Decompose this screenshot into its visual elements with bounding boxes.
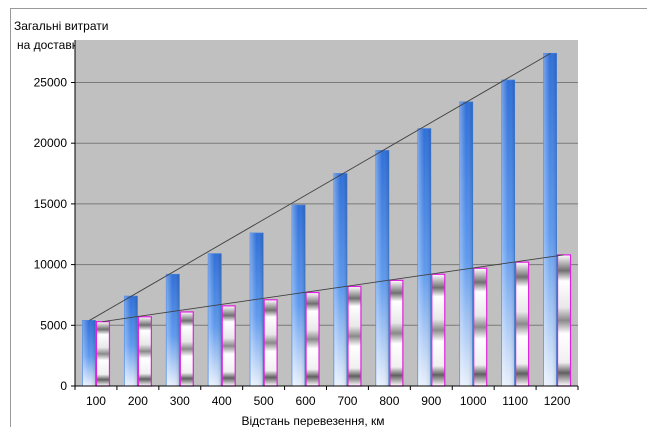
bar-series2-300 [179, 311, 194, 387]
bar-series2-500 [263, 299, 278, 387]
bar-series1-shade-200 [124, 296, 138, 386]
x-tick-label: 1200 [544, 394, 571, 408]
x-tick-label: 1000 [460, 394, 487, 408]
y-tick-label: 25000 [34, 75, 68, 89]
bar-series2-400 [221, 305, 236, 387]
bar-series2-1100 [515, 261, 530, 387]
x-tick-label: 100 [86, 394, 106, 408]
frame-top-border [10, 8, 647, 9]
trendline-series1 [89, 52, 551, 321]
bar-series2-100 [95, 321, 111, 387]
bar-series2-700 [347, 285, 362, 387]
bar-series2-800 [389, 279, 404, 387]
bar-series2-900 [431, 273, 446, 387]
bar-series1-shade-700 [333, 173, 347, 386]
x-tick-label: 800 [379, 394, 399, 408]
bar-series1-shade-400 [208, 253, 222, 386]
x-tick-label: 300 [170, 394, 190, 408]
x-tick-label: 1100 [502, 394, 528, 408]
bar-series1-shade-600 [292, 205, 306, 386]
y-tick-label: 20000 [34, 136, 68, 150]
bar-series1-shade-900 [417, 128, 431, 386]
y-axis-title-line1: Загальні витрати [14, 19, 108, 33]
y-tick-label: 15000 [34, 197, 68, 211]
bar-series2-200 [137, 316, 152, 387]
x-tick-label: 700 [337, 394, 357, 408]
bar-series1-shade-1200 [543, 53, 557, 387]
bar-series1-shade-300 [166, 274, 180, 386]
plot-area [75, 40, 578, 386]
bar-series1-shade-100 [82, 320, 96, 386]
x-tick-label: 500 [254, 394, 274, 408]
bar-series1-shade-500 [250, 233, 264, 386]
bar-series2-600 [305, 291, 320, 387]
bar-series1-shade-1000 [459, 101, 473, 387]
trendline-series2 [102, 254, 564, 323]
x-tick-label: 600 [296, 394, 316, 408]
bar-series1-shade-1100 [501, 80, 515, 386]
y-tick-label: 5000 [40, 318, 67, 332]
x-tick-label: 400 [212, 394, 232, 408]
x-tick-label: 200 [128, 394, 148, 408]
bar-series1-shade-800 [375, 150, 389, 386]
x-axis-title: Відстань перевезення, км [241, 414, 384, 427]
x-tick-label: 900 [421, 394, 441, 408]
frame-left-border [10, 8, 11, 427]
bar-series2-1200 [556, 254, 572, 387]
bar-series2-1000 [473, 267, 488, 387]
y-tick-label: 0 [60, 379, 67, 393]
y-tick-label: 10000 [34, 258, 68, 272]
